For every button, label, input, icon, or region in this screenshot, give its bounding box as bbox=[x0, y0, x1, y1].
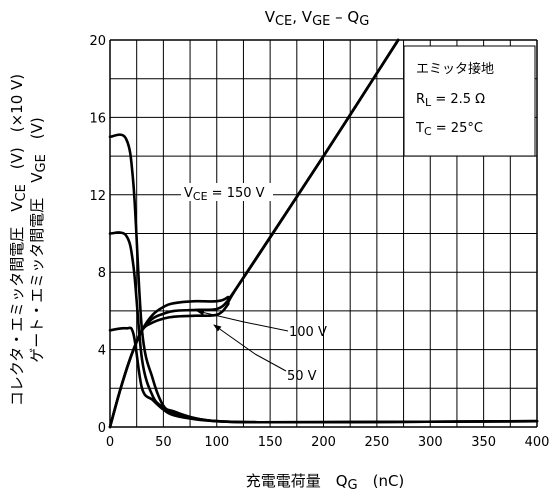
annotation-50v-label: 50 V bbox=[287, 369, 317, 384]
chart-title: VCE, VGE – QG bbox=[265, 8, 370, 29]
x-axis-label: 充電電荷量 QG (nC) bbox=[246, 472, 405, 493]
y-tick-labels: 0 4 8 12 16 20 bbox=[89, 34, 106, 436]
annotation-100v: 100 V bbox=[196, 309, 327, 340]
x-tick-label: 350 bbox=[471, 435, 496, 450]
y-tick-label: 4 bbox=[98, 344, 106, 359]
annotation-vce150-background bbox=[181, 183, 273, 201]
series-group bbox=[108, 38, 539, 429]
x-tick-label: 200 bbox=[311, 435, 336, 450]
y-tick-label: 20 bbox=[89, 34, 106, 49]
annotation-100v-label: 100 V bbox=[289, 325, 327, 340]
x-tick-label: 400 bbox=[525, 435, 550, 450]
series-line-vce50 bbox=[108, 326, 539, 424]
series-line-vge50 bbox=[108, 38, 400, 429]
x-tick-label: 300 bbox=[418, 435, 443, 450]
y-tick-label: 8 bbox=[98, 266, 106, 281]
legend-line-circuit: エミッタ接地 bbox=[416, 61, 494, 77]
x-tick-label: 100 bbox=[204, 435, 229, 450]
y-tick-label: 16 bbox=[89, 111, 106, 126]
x-tick-label: 50 bbox=[155, 435, 172, 450]
legend-line-rl: RL = 2.5 Ω bbox=[416, 92, 485, 109]
annotation-50v-arrow bbox=[213, 324, 256, 355]
x-tick-label: 250 bbox=[364, 435, 389, 450]
annotation-100v-arrow bbox=[196, 309, 245, 323]
x-tick-labels: 0 50 100 150 200 250 300 350 400 bbox=[106, 435, 550, 450]
legend-box-background bbox=[403, 45, 536, 157]
y-axis-label-vce: コレクタ・エミッタ間電圧 VCE (V) (×10 V) bbox=[8, 74, 29, 406]
x-tick-label: 150 bbox=[258, 435, 283, 450]
annotation-50v: 50 V bbox=[213, 324, 317, 384]
annotation-vce150-label: VCE = 150 V bbox=[184, 186, 265, 203]
annotation-100v-leader bbox=[243, 321, 289, 332]
x-tick-label: 0 bbox=[106, 435, 114, 450]
annotation-50v-leader bbox=[254, 353, 287, 372]
y-tick-label: 12 bbox=[89, 189, 106, 204]
y-axis-label-vge: ゲート・エミッタ間電圧 VGE (V) bbox=[28, 117, 49, 363]
legend-box: エミッタ接地 RL = 2.5 Ω TC = 25°C bbox=[403, 45, 536, 157]
annotation-vce150: VCE = 150 V bbox=[181, 183, 273, 203]
legend-line-tc: TC = 25°C bbox=[415, 121, 483, 138]
y-tick-label: 0 bbox=[98, 421, 106, 436]
